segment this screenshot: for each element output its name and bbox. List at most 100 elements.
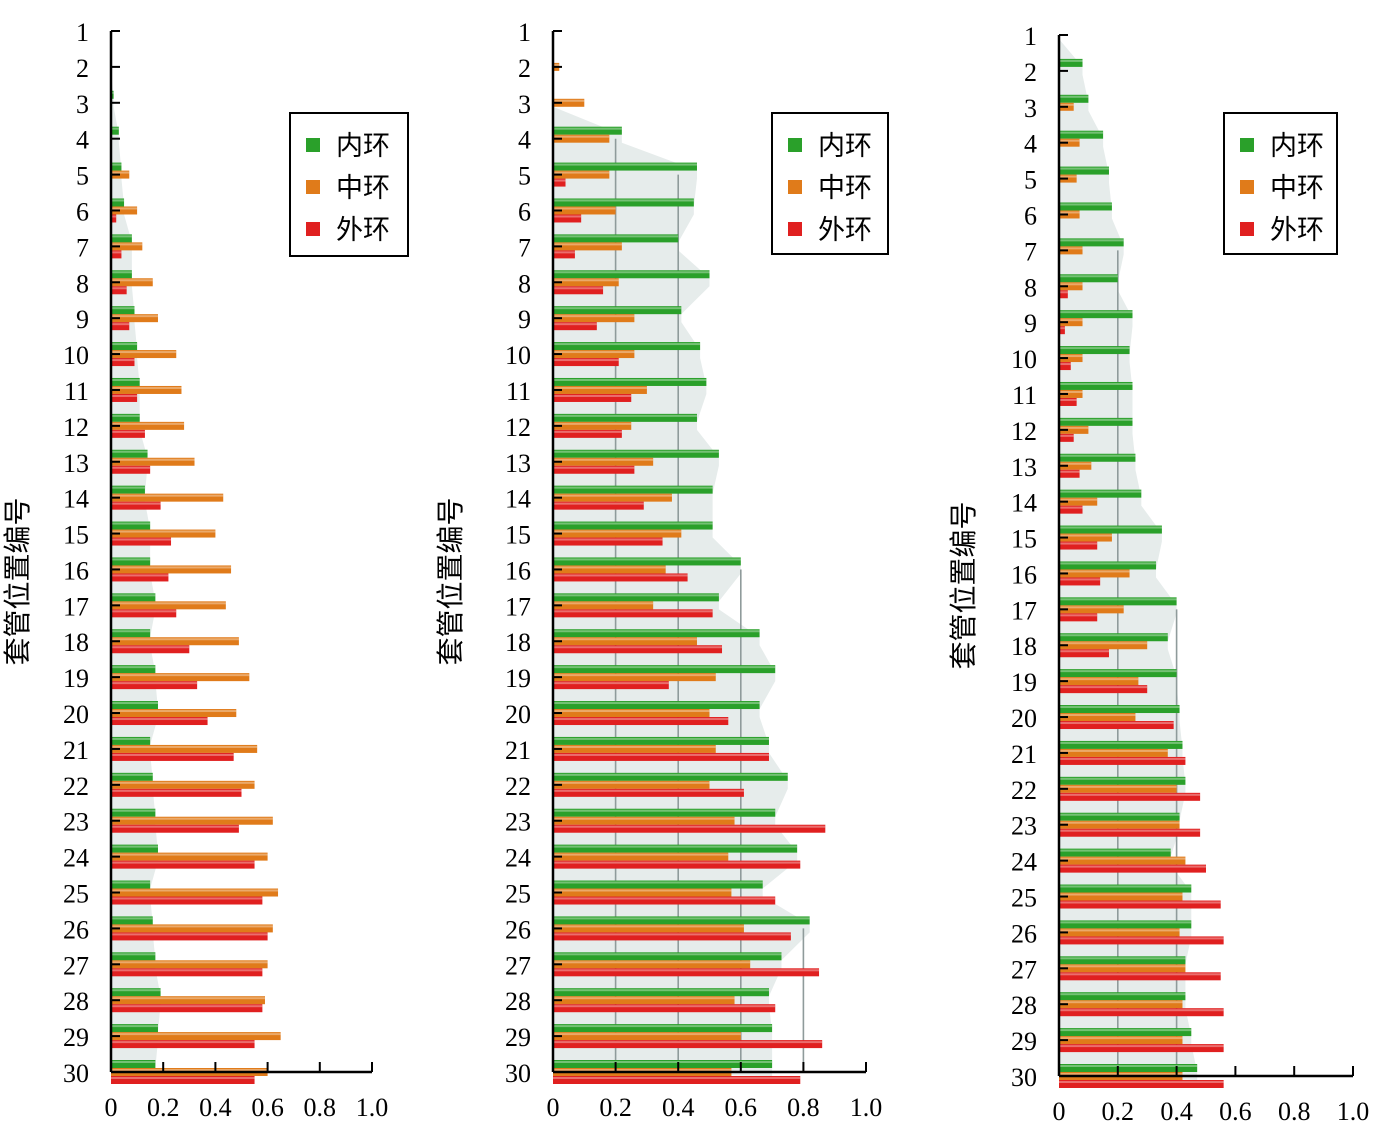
- bar-highlight-inner-19: [111, 666, 156, 669]
- bar-highlight-inner-9: [111, 307, 135, 310]
- bar-inner-29: [553, 1024, 773, 1033]
- x-tick-label-1.0: 1.0: [850, 1093, 883, 1122]
- bar-highlight-outer-22: [111, 789, 242, 792]
- bar-middle-11: [553, 385, 647, 394]
- bar-highlight-inner-27: [553, 953, 782, 956]
- y-tick-label-4: 4: [518, 126, 531, 155]
- bar-highlight-outer-9: [553, 323, 597, 326]
- bar-highlight-middle-23: [553, 817, 735, 820]
- bar-highlight-outer-30: [553, 1077, 801, 1079]
- legend-swatch-outer: [306, 222, 320, 236]
- bar-highlight-outer-16: [1059, 578, 1101, 581]
- bar-inner-11: [111, 377, 140, 386]
- bar-inner-17: [1059, 597, 1177, 606]
- bar-outer-14: [111, 501, 161, 510]
- x-tick-label-0.2: 0.2: [147, 1093, 180, 1122]
- bar-highlight-outer-7: [111, 251, 122, 254]
- bar-inner-26: [1059, 920, 1192, 929]
- bar-highlight-inner-20: [111, 702, 158, 705]
- bar-inner-28: [553, 988, 769, 997]
- bar-highlight-outer-19: [111, 682, 198, 685]
- bar-middle-13: [553, 457, 654, 466]
- bar-inner-30: [111, 1060, 156, 1068]
- bar-highlight-middle-6: [111, 207, 138, 210]
- y-tick-label-2: 2: [518, 54, 531, 83]
- bar-inner-16: [1059, 561, 1157, 570]
- y-tick-label-13: 13: [1011, 453, 1037, 482]
- y-tick-label-30: 30: [505, 1059, 531, 1088]
- bar-highlight-inner-18: [111, 630, 151, 633]
- y-tick-label-3: 3: [518, 90, 531, 119]
- x-tick-label-0: 0: [547, 1093, 560, 1122]
- bar-middle-21: [553, 744, 716, 753]
- bar-highlight-inner-4: [1059, 131, 1104, 134]
- bar-highlight-inner-18: [553, 630, 760, 633]
- bar-highlight-outer-12: [1059, 434, 1074, 437]
- bar-inner-25: [1059, 884, 1192, 893]
- y-tick-label-29: 29: [505, 1023, 531, 1052]
- bar-outer-9: [1059, 326, 1065, 335]
- bar-highlight-middle-8: [1059, 283, 1083, 286]
- bar-highlight-inner-3: [111, 91, 114, 94]
- bar-middle-22: [553, 780, 710, 789]
- bar-middle-19: [111, 673, 250, 682]
- bar-inner-16: [111, 557, 151, 566]
- bar-middle-11: [1059, 389, 1083, 398]
- bar-middle-3: [553, 98, 585, 107]
- bar-outer-30: [1059, 1080, 1224, 1088]
- bar-highlight-outer-8: [553, 287, 604, 290]
- bar-highlight-outer-19: [553, 682, 669, 685]
- bar-highlight-middle-18: [111, 638, 239, 641]
- x-tick-label-0.8: 0.8: [304, 1093, 337, 1122]
- bar-middle-7: [1059, 246, 1083, 255]
- y-tick-label-10: 10: [505, 341, 531, 370]
- bar-inner-12: [553, 413, 697, 422]
- bar-middle-19: [1059, 677, 1139, 686]
- bar-outer-12: [111, 429, 145, 438]
- bar-inner-24: [111, 844, 158, 853]
- bar-outer-6: [111, 214, 117, 223]
- bar-middle-27: [553, 960, 751, 969]
- y-tick-label-25: 25: [505, 880, 531, 909]
- bar-highlight-middle-27: [111, 961, 268, 964]
- bar-highlight-inner-10: [1059, 347, 1130, 350]
- bar-middle-15: [1059, 533, 1112, 542]
- bar-highlight-inner-13: [111, 450, 148, 453]
- bar-highlight-outer-11: [1059, 398, 1077, 401]
- bar-highlight-outer-21: [1059, 757, 1186, 760]
- bar-outer-28: [111, 1004, 263, 1013]
- y-tick-label-27: 27: [1011, 955, 1037, 984]
- bar-inner-22: [553, 772, 788, 781]
- x-tick-label-1.0: 1.0: [356, 1093, 389, 1122]
- y-tick-label-24: 24: [1011, 848, 1037, 877]
- bar-highlight-middle-11: [111, 386, 182, 389]
- bar-inner-6: [111, 198, 125, 207]
- bar-outer-14: [1059, 505, 1083, 514]
- bar-inner-9: [111, 306, 135, 315]
- bar-highlight-outer-20: [1059, 722, 1174, 725]
- y-tick-label-17: 17: [505, 592, 531, 621]
- bar-highlight-inner-22: [1059, 777, 1186, 780]
- legend-swatch-inner: [1240, 138, 1254, 152]
- legend-label-outer: 外环: [818, 215, 872, 246]
- bar-middle-12: [111, 421, 185, 430]
- bar-inner-6: [553, 198, 694, 207]
- bar-highlight-middle-28: [111, 997, 265, 1000]
- bar-highlight-inner-14: [553, 486, 713, 489]
- bar-middle-26: [111, 924, 273, 933]
- y-tick-label-9: 9: [76, 305, 89, 334]
- bar-middle-25: [1059, 892, 1183, 901]
- bar-middle-17: [553, 601, 654, 610]
- bar-middle-16: [111, 565, 232, 574]
- bar-inner-23: [1059, 812, 1180, 821]
- bar-outer-23: [1059, 828, 1201, 837]
- bar-highlight-inner-2: [1059, 59, 1083, 62]
- bar-highlight-middle-10: [1059, 355, 1083, 358]
- bar-middle-29: [553, 1032, 741, 1041]
- bar-highlight-middle-17: [553, 602, 654, 605]
- bar-highlight-inner-3: [1059, 95, 1089, 98]
- bar-middle-17: [111, 601, 226, 610]
- y-tick-label-13: 13: [505, 449, 531, 478]
- bar-inner-16: [553, 557, 741, 566]
